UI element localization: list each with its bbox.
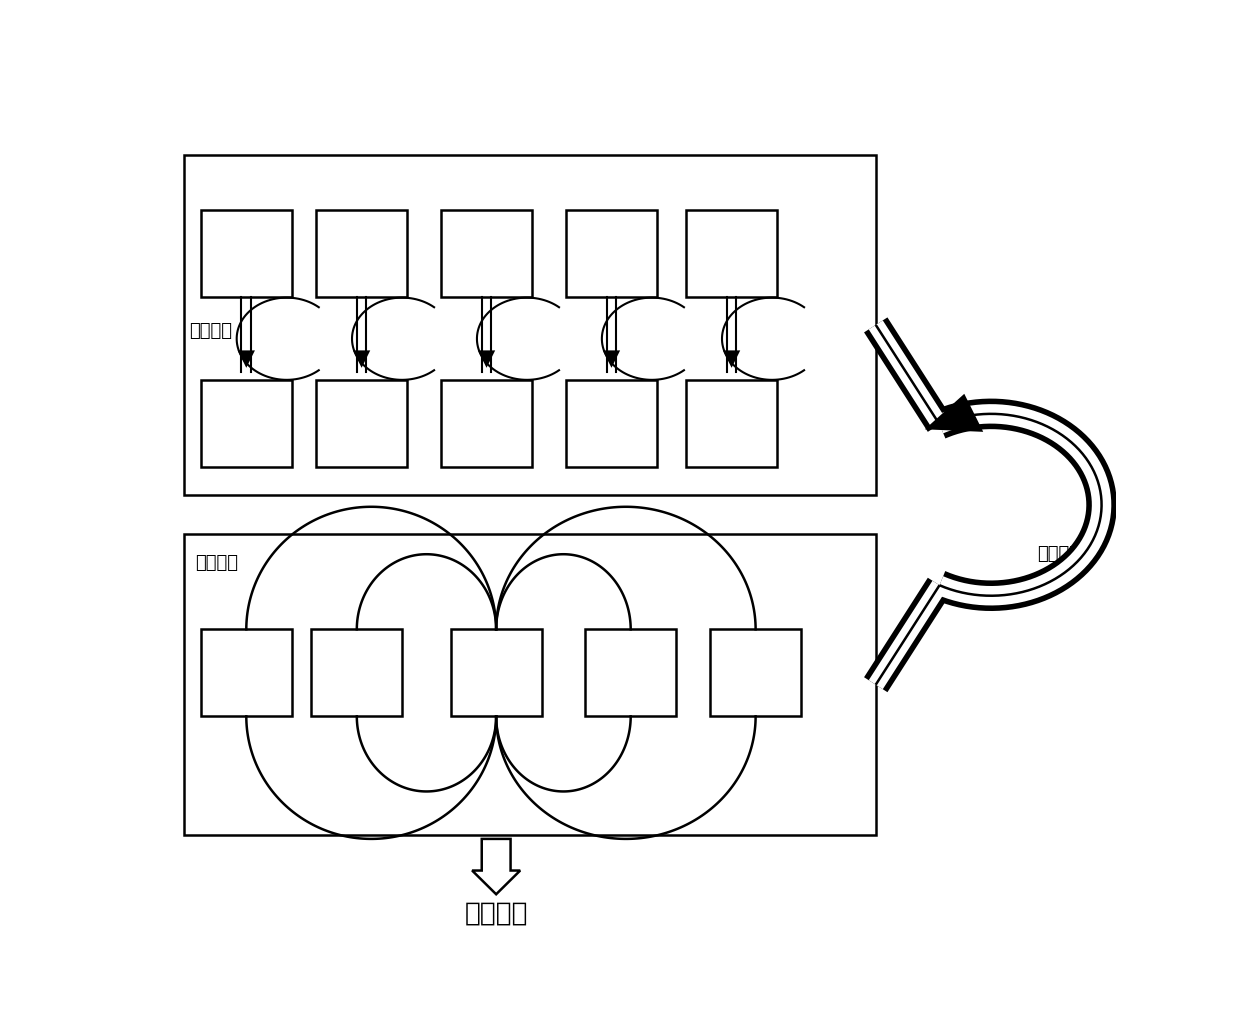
Bar (565, 380, 657, 467)
FancyArrow shape (353, 297, 371, 368)
Text: 内层自治: 内层自治 (188, 321, 232, 340)
Bar (585, 630, 676, 717)
FancyArrow shape (723, 297, 740, 368)
Bar (311, 630, 403, 717)
Bar (450, 630, 542, 717)
FancyArrow shape (238, 297, 255, 368)
Text: 更新外势: 更新外势 (196, 555, 238, 572)
Bar (441, 380, 532, 467)
Bar (184, 155, 875, 495)
Bar (201, 211, 291, 297)
Bar (316, 211, 407, 297)
Bar (201, 380, 291, 467)
Bar (565, 211, 657, 297)
Text: 自治收敛: 自治收敛 (465, 901, 528, 926)
FancyArrow shape (472, 839, 521, 895)
Bar (184, 534, 875, 835)
Bar (686, 380, 777, 467)
FancyArrow shape (477, 297, 495, 368)
Bar (711, 630, 801, 717)
Bar (686, 211, 777, 297)
Text: 外层迭代: 外层迭代 (1037, 545, 1080, 563)
Bar (441, 211, 532, 297)
FancyArrow shape (603, 297, 620, 368)
Bar (201, 630, 291, 717)
Polygon shape (925, 393, 983, 431)
Bar (316, 380, 407, 467)
